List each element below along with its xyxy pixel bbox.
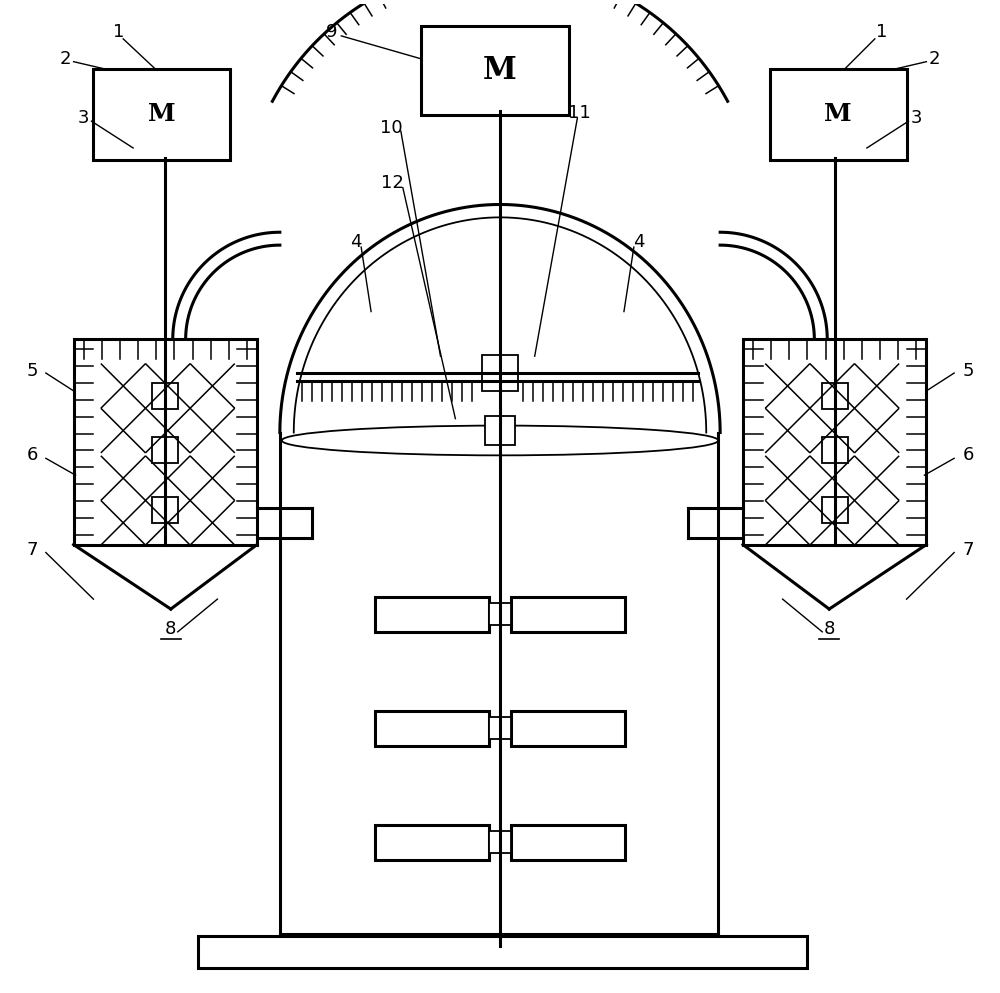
Bar [743, 340, 926, 544]
Text: 7: 7 [962, 540, 974, 558]
Bar [375, 711, 489, 746]
Text: M: M [148, 102, 176, 126]
Text: 4: 4 [350, 233, 362, 251]
Bar [152, 496, 178, 522]
Text: 5: 5 [26, 362, 38, 380]
Text: 11: 11 [568, 104, 591, 122]
Bar [152, 383, 178, 409]
Text: 3: 3 [911, 109, 922, 127]
Bar [152, 438, 178, 464]
Text: 12: 12 [381, 174, 404, 192]
Text: 2: 2 [929, 50, 940, 68]
Bar [822, 383, 848, 409]
Text: 8: 8 [824, 620, 835, 638]
Text: 5: 5 [962, 362, 974, 380]
Text: 6: 6 [26, 446, 38, 465]
Bar [74, 340, 257, 544]
Text: 4: 4 [633, 233, 645, 251]
Bar [489, 831, 511, 853]
Text: 6: 6 [962, 446, 974, 465]
Bar [198, 936, 807, 968]
Text: 10: 10 [380, 119, 402, 137]
Bar [511, 825, 625, 860]
Bar [822, 438, 848, 464]
Bar [482, 355, 518, 391]
Bar [770, 69, 907, 160]
Bar [375, 825, 489, 860]
Text: 2: 2 [60, 50, 71, 68]
Bar [485, 416, 515, 446]
Bar [489, 717, 511, 739]
Text: 9: 9 [326, 23, 337, 41]
Text: 1: 1 [876, 23, 887, 41]
Bar [511, 711, 625, 746]
Text: M: M [824, 102, 852, 126]
Bar [421, 26, 569, 115]
Text: 3: 3 [78, 109, 89, 127]
Text: 7: 7 [26, 540, 38, 558]
Bar [93, 69, 230, 160]
Bar [822, 496, 848, 522]
Bar [511, 597, 625, 632]
Ellipse shape [282, 426, 718, 456]
Bar [375, 597, 489, 632]
Text: M: M [483, 55, 517, 86]
Text: 1: 1 [113, 23, 124, 41]
Text: 8: 8 [165, 620, 176, 638]
Bar [489, 603, 511, 625]
